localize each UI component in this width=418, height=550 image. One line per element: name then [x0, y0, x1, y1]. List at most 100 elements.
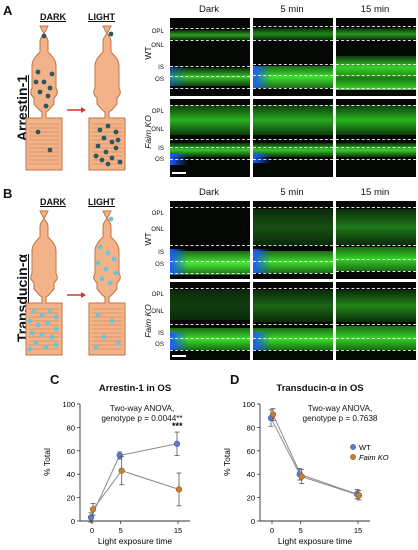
- chart-c-significance: ***: [172, 421, 183, 431]
- protein-dot: [39, 312, 45, 318]
- protein-dot: [115, 137, 121, 143]
- protein-dot: [101, 334, 107, 340]
- protein-dot: [101, 135, 107, 141]
- legend-wt-label: WT: [359, 443, 371, 452]
- layer-opl-ko-a: OPL: [151, 108, 164, 115]
- data-point: [269, 411, 277, 418]
- protein-dot: [41, 33, 47, 39]
- protein-dot: [97, 244, 103, 250]
- protein-dot: [103, 266, 109, 272]
- protein-dot: [97, 127, 103, 133]
- tp-dark-a: Dark: [198, 4, 220, 15]
- data-point: [118, 467, 125, 474]
- layer-onl-ko-b: ONL: [151, 308, 164, 315]
- data-point: [355, 492, 363, 499]
- protein-dot: [39, 332, 45, 338]
- protein-dot: [47, 147, 53, 153]
- protein-dot: [105, 250, 111, 256]
- arrestin-cell-diagram: [25, 25, 126, 171]
- tp-5min-b: 5 min: [280, 187, 304, 198]
- protein-dot: [49, 71, 55, 77]
- y-tick-label: 20: [247, 494, 255, 503]
- layer-onl-wt-a: ONL: [151, 42, 164, 49]
- micrograph-transducin-wt-5min: [253, 201, 333, 279]
- protein-dot: [109, 155, 115, 161]
- y-tick-label: 100: [242, 400, 255, 409]
- micrograph-transducin-wt-dark: [170, 201, 250, 279]
- protein-dot: [99, 276, 105, 282]
- protein-dot: [31, 308, 37, 314]
- y-tick-label: 80: [67, 423, 75, 432]
- micrograph-transducin-wt-15min: [336, 201, 416, 279]
- chart-d-legend: WT Faim KO: [350, 443, 389, 462]
- layer-os-ko-b: OS: [155, 341, 164, 348]
- protein-dot: [99, 157, 105, 163]
- rod-cell-dark-a: [25, 25, 63, 171]
- x-tick-label: 5: [119, 526, 123, 535]
- protein-dot: [29, 330, 35, 336]
- layer-is-ko-a: IS: [158, 145, 164, 152]
- series-line-1: [272, 414, 360, 496]
- protein-dot: [95, 312, 101, 318]
- x-tick-label: 15: [354, 526, 362, 535]
- chart-d-ylabel: % Total: [222, 448, 232, 476]
- panel-b-label: B: [3, 186, 13, 201]
- protein-dot: [53, 314, 59, 320]
- panel-b-light-label: LIGHT: [88, 197, 115, 207]
- data-point: [89, 506, 97, 513]
- micrograph-transducin-ko-5min: [253, 282, 333, 360]
- protein-dot: [117, 159, 123, 165]
- protein-dot: [43, 344, 49, 350]
- light-arrow-a-head: [81, 107, 86, 113]
- data-point: [298, 473, 305, 480]
- layer-os-ko-a: OS: [155, 156, 164, 163]
- micrograph-arrestin-ko-dark: [170, 99, 250, 177]
- data-point: [173, 440, 181, 447]
- x-tick-label: 0: [270, 526, 274, 535]
- tp-15min-a: 15 min: [360, 4, 390, 15]
- chart-c-xlabel: Light exposure time: [98, 536, 172, 546]
- y-tick-label: 20: [67, 494, 75, 503]
- data-point: [175, 486, 183, 493]
- layer-onl-ko-a: ONL: [151, 126, 164, 133]
- protein-dot: [108, 216, 114, 222]
- layer-is-ko-b: IS: [158, 330, 164, 337]
- transducin-dots: [27, 216, 121, 352]
- protein-dot: [33, 340, 39, 346]
- protein-dot: [109, 139, 115, 145]
- protein-dot: [35, 69, 41, 75]
- genotype-wt-b: WT: [143, 232, 153, 246]
- layer-opl-wt-b: OPL: [151, 210, 164, 217]
- chart-c-title: Arrestin-1 in OS: [98, 383, 172, 394]
- y-tick-label: 0: [251, 517, 255, 526]
- series-line-1: [92, 470, 180, 510]
- micrograph-arrestin-ko-15min: [336, 99, 416, 177]
- protein-dot: [105, 123, 111, 129]
- tp-15min-b: 15 min: [360, 187, 390, 198]
- protein-dot: [111, 256, 117, 262]
- protein-dot: [33, 79, 39, 85]
- layer-is-wt-a: IS: [158, 64, 164, 71]
- chart-d-anova-1: Two-way ANOVA,: [307, 404, 373, 413]
- micrograph-arrestin-wt-15min: [336, 18, 416, 96]
- protein-dot: [47, 308, 53, 314]
- protein-dot: [53, 342, 59, 348]
- protein-dot: [27, 318, 33, 324]
- panel-b-dark-label: DARK: [40, 197, 66, 207]
- protein-dot: [47, 85, 53, 91]
- layer-opl-ko-b: OPL: [151, 291, 164, 298]
- x-tick-label: 5: [299, 526, 303, 535]
- chart-d-anova-2: genotype p = 0.7638: [302, 414, 378, 423]
- y-tick-label: 80: [247, 423, 255, 432]
- arrestin-dots: [33, 31, 123, 167]
- y-tick-label: 0: [71, 517, 75, 526]
- layer-os-wt-a: OS: [155, 76, 164, 83]
- protein-dot: [113, 270, 119, 276]
- micrograph-arrestin-ko-5min: [253, 99, 333, 177]
- protein-dot: [45, 93, 51, 99]
- panel-a-dark-label: DARK: [40, 12, 66, 22]
- protein-dot: [95, 260, 101, 266]
- layer-is-wt-b: IS: [158, 249, 164, 256]
- protein-dot: [113, 129, 119, 135]
- layer-onl-wt-b: ONL: [151, 226, 164, 233]
